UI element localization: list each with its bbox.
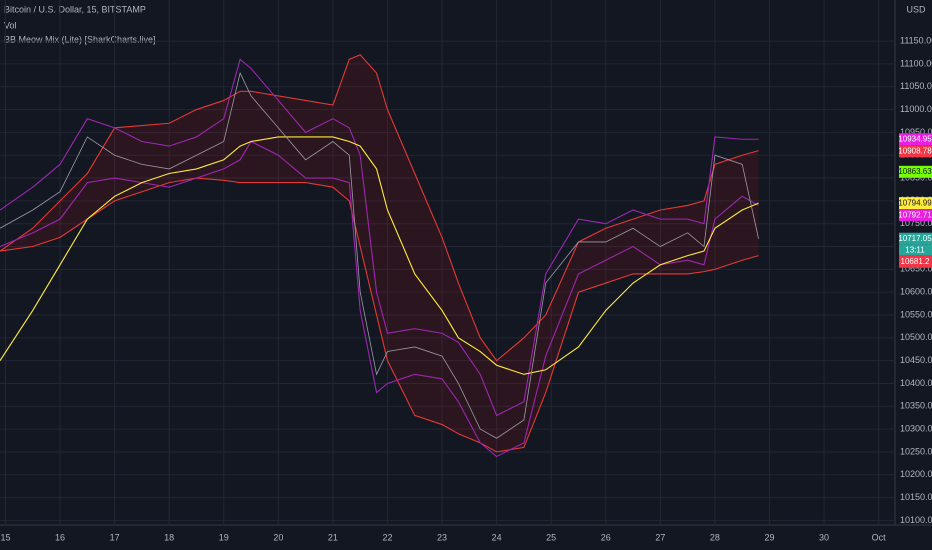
chart-title: Bitcoin / U.S. Dollar, 15, BITSTAMP xyxy=(4,4,146,14)
y-tick-label: 11000.00 xyxy=(900,104,932,114)
y-tick-label: 11100.00 xyxy=(900,58,932,68)
price-tag-label: 10863.63 xyxy=(898,167,932,176)
indicator-label: BB Meow Mix (Lite) [SharkCharts.live] xyxy=(4,34,156,44)
x-tick-label: 28 xyxy=(710,532,720,542)
x-tick-label: 16 xyxy=(55,532,65,542)
y-tick-label: 10500.00 xyxy=(900,332,932,342)
x-tick-label: 21 xyxy=(328,532,338,542)
y-tick-label: 10450.00 xyxy=(900,355,932,365)
x-tick-label: 26 xyxy=(601,532,611,542)
y-tick-label: 10600.00 xyxy=(900,287,932,297)
price-tag-label: 10934.95 xyxy=(898,134,932,143)
y-tick-label: 10300.00 xyxy=(900,424,932,434)
series-line xyxy=(0,136,759,375)
x-tick-label: 20 xyxy=(273,532,283,542)
x-tick-label: 29 xyxy=(764,532,774,542)
price-tag xyxy=(899,255,932,268)
currency-label: USD xyxy=(906,4,926,14)
series-line xyxy=(0,71,759,439)
countdown-label: 13:11 xyxy=(905,245,925,254)
y-tick-label: 10350.00 xyxy=(900,401,932,411)
y-tick-label: 10950.00 xyxy=(900,127,932,137)
series-line xyxy=(0,140,759,458)
countdown-tag xyxy=(899,244,932,256)
price-tag-label: 10794.99 xyxy=(898,198,932,207)
band-fill xyxy=(0,54,759,452)
x-tick-label: 24 xyxy=(492,532,502,542)
price-tag xyxy=(899,133,932,146)
y-tick-label: 10150.00 xyxy=(900,492,932,502)
y-tick-label: 11050.00 xyxy=(900,81,932,91)
price-tag xyxy=(899,232,932,245)
y-tick-label: 10750.00 xyxy=(900,218,932,228)
price-tag xyxy=(899,209,932,222)
y-tick-label: 10550.00 xyxy=(900,309,932,319)
x-tick-label: 30 xyxy=(819,532,829,542)
y-tick-label: 10400.00 xyxy=(900,378,932,388)
indicator-label: Vol xyxy=(4,20,17,30)
price-tag-label: 10792.71 xyxy=(898,210,932,219)
x-tick-label: 23 xyxy=(437,532,447,542)
series-line xyxy=(0,58,759,417)
price-tag-label: 10681.2 xyxy=(901,257,930,266)
y-tick-label: 11150.00 xyxy=(900,35,932,45)
price-tag xyxy=(899,145,932,158)
x-tick-label: 18 xyxy=(164,532,174,542)
price-tag-label: 10717.05 xyxy=(898,234,932,243)
x-tick-label: 22 xyxy=(382,532,392,542)
x-tick-label: Oct xyxy=(872,532,887,542)
x-tick-label: 27 xyxy=(655,532,665,542)
price-tag xyxy=(899,165,932,178)
price-tag-label: 10908.78 xyxy=(898,146,932,155)
x-tick-label: 15 xyxy=(0,532,10,542)
y-tick-label: 10100.00 xyxy=(900,515,932,525)
y-tick-label: 10650.00 xyxy=(900,264,932,274)
x-tick-label: 19 xyxy=(219,532,229,542)
price-tag xyxy=(899,197,932,210)
x-tick-label: 25 xyxy=(546,532,556,542)
x-tick-label: 17 xyxy=(110,532,120,542)
y-tick-label: 10250.00 xyxy=(900,446,932,456)
y-tick-label: 10200.00 xyxy=(900,469,932,479)
